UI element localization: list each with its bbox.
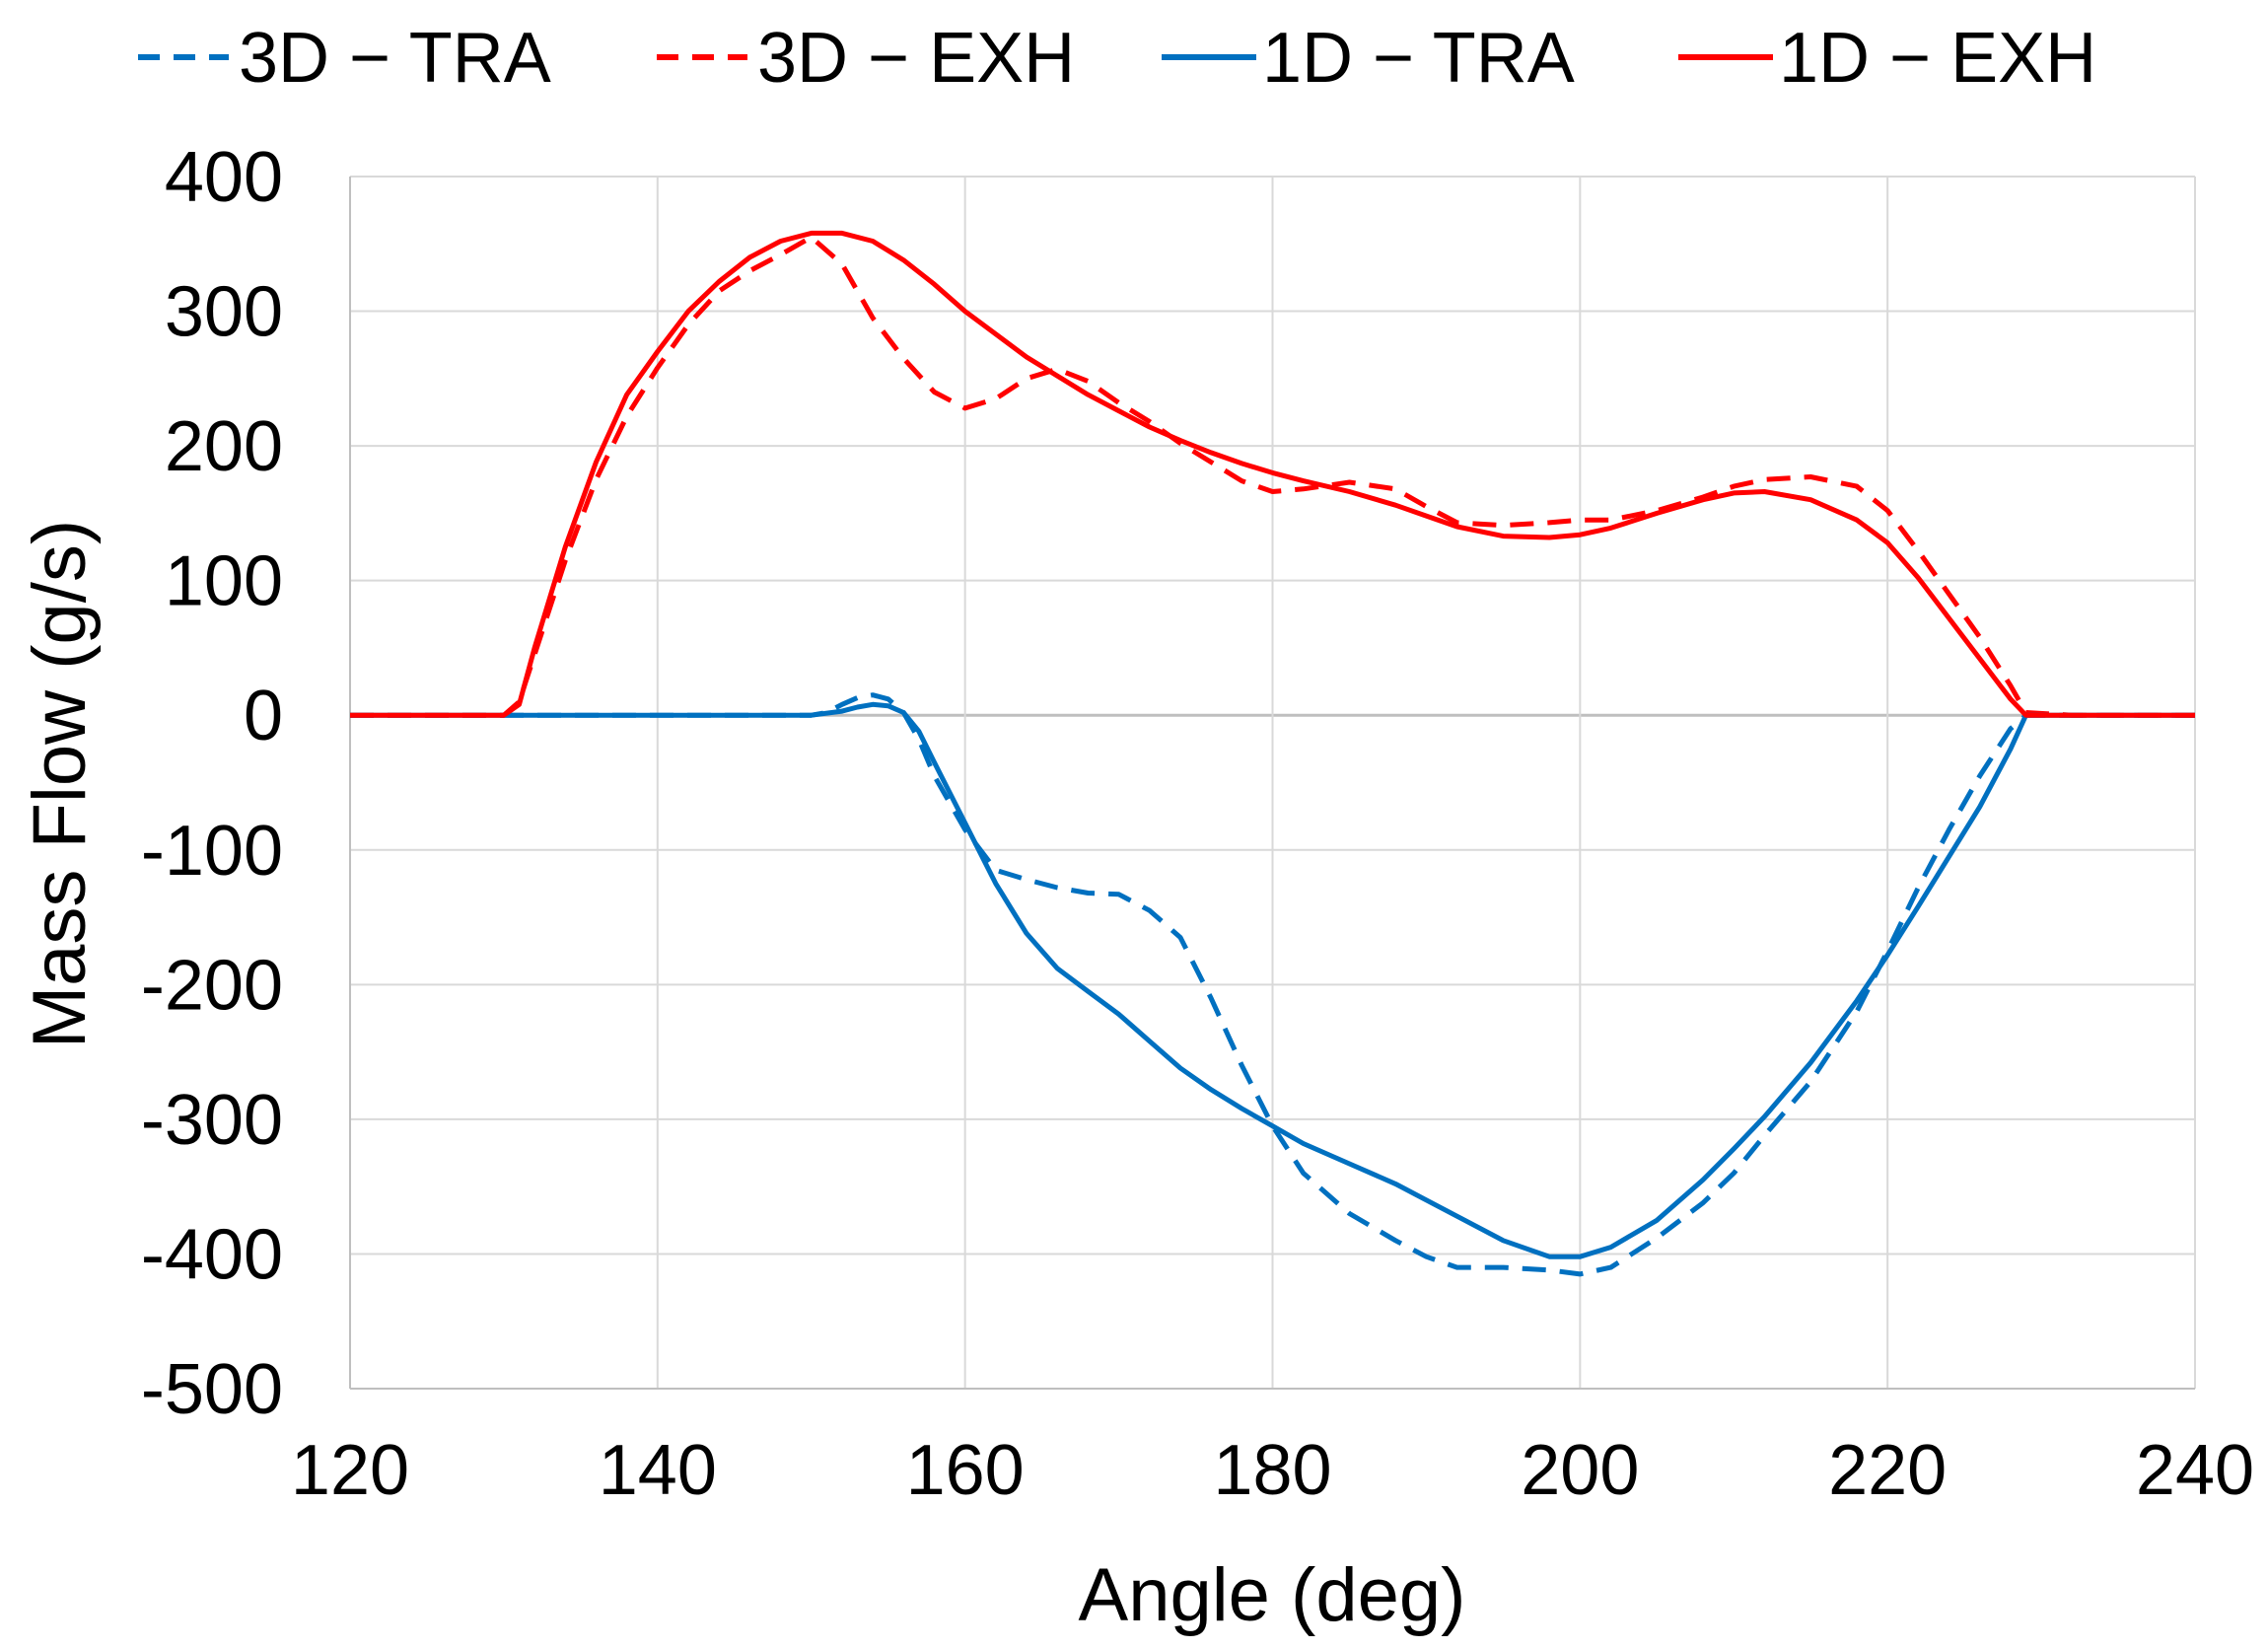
series-line-1d-exh [350,230,2195,718]
x-tick-label: 220 [1828,1431,1947,1510]
legend: 3D − TRA 3D − EXH 1D − TRA 1D − EXH [138,19,2096,98]
series-line-1d-tra [350,701,2195,1259]
y-tick-label: -400 [141,1215,283,1294]
y-tick-label: 200 [165,407,283,486]
x-axis-title: Angle (deg) [1079,1553,1466,1637]
y-tick-label: 300 [165,273,283,352]
series-lines [350,230,2195,1277]
legend-label-3d-exh: 3D − EXH [757,19,1075,98]
x-tick-label: 200 [1521,1431,1639,1510]
x-tick-labels: 120 140 160 180 200 220 240 [291,1431,2254,1510]
y-tick-label: -500 [141,1350,283,1429]
y-tick-label: 400 [165,138,283,217]
legend-label-3d-tra: 3D − TRA [239,19,551,98]
x-tick-label: 180 [1213,1431,1331,1510]
series-line-3d-tra [350,692,2195,1277]
y-tick-labels: 400 300 200 100 0 -100 -200 -300 -400 -500 [141,138,283,1429]
y-tick-label: -300 [141,1081,283,1160]
y-tick-label: 0 [244,677,283,755]
y-axis-title: Mass Flow (g/s) [18,520,102,1048]
legend-label-1d-tra: 1D − TRA [1262,19,1575,98]
x-tick-label: 120 [291,1431,409,1510]
x-tick-label: 240 [2136,1431,2254,1510]
x-tick-label: 160 [906,1431,1025,1510]
axes [349,177,2195,1390]
x-tick-label: 140 [599,1431,717,1510]
y-tick-label: -100 [141,812,283,891]
series-line-3d-exh [350,235,2195,718]
legend-label-1d-exh: 1D − EXH [1779,19,2096,98]
y-tick-label: -200 [141,946,283,1025]
y-tick-label: 100 [165,542,283,621]
